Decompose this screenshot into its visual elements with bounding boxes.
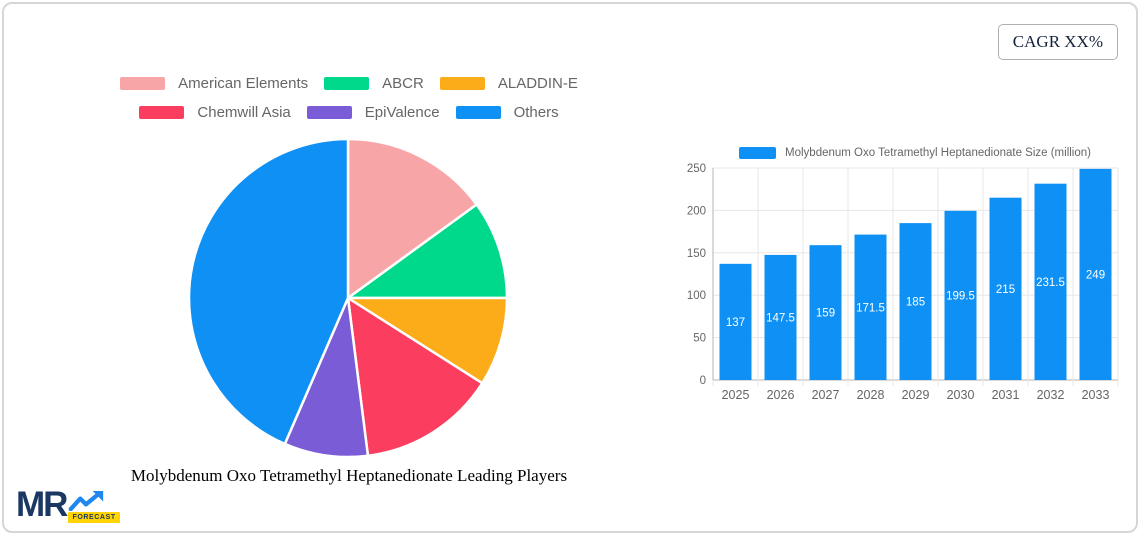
bar-value-label: 171.5	[856, 302, 885, 314]
pie-slice-chemwill-asia[interactable]	[346, 296, 484, 457]
legend-swatch	[139, 105, 185, 119]
bar-legend-label: Molybdenum Oxo Tetramethyl Heptanedionat…	[785, 147, 1091, 159]
pie-slice-epivalence[interactable]	[283, 296, 370, 459]
y-tick-label: 0	[700, 375, 706, 387]
legend-swatch	[324, 77, 370, 91]
x-tick-label: 2033	[1082, 388, 1110, 402]
legend-swatch	[120, 77, 166, 91]
bar-2028[interactable]	[854, 234, 887, 380]
logo-forecast-tag: FORECAST	[68, 512, 120, 523]
bar-value-label: 215	[996, 284, 1015, 296]
bar-value-label: 199.5	[946, 290, 975, 302]
x-tick-label: 2030	[947, 388, 975, 402]
x-tick-label: 2029	[902, 388, 930, 402]
bar-value-label: 137	[726, 317, 745, 329]
legend-swatch	[306, 105, 352, 119]
bar-2033[interactable]	[1079, 168, 1112, 380]
x-tick-label: 2027	[812, 388, 840, 402]
legend-item-american-elements[interactable]: American Elements	[120, 74, 308, 94]
y-tick-label: 150	[687, 248, 706, 260]
legend-label: ABCR	[382, 75, 424, 92]
legend-item-others[interactable]: Others	[455, 103, 559, 123]
bar-2026[interactable]	[764, 254, 797, 380]
x-tick-label: 2031	[992, 388, 1020, 402]
x-tick-label: 2032	[1037, 388, 1065, 402]
bar-2032[interactable]	[1034, 183, 1067, 380]
pie-slice-abcr[interactable]	[346, 203, 509, 300]
pie-legend-row: Chemwill Asia EpiValence Others	[88, 103, 610, 123]
pie-slice-aladdin-e[interactable]	[346, 296, 509, 385]
legend-label: EpiValence	[364, 103, 440, 121]
y-tick-label: 50	[693, 333, 706, 345]
bar-value-label: 249	[1086, 269, 1105, 281]
legend-swatch	[439, 77, 485, 91]
pie-slice-others[interactable]	[187, 137, 350, 446]
brand-logo[interactable]: MR FORECAST	[16, 485, 120, 524]
legend-item-epivalence[interactable]: EpiValence	[306, 103, 440, 123]
x-tick-label: 2025	[722, 388, 750, 402]
bar-legend-swatch	[739, 147, 777, 159]
pie-legend: American Elements ABCR ALADDIN-E Chemwill A…	[88, 74, 610, 122]
bar-2025[interactable]	[719, 263, 752, 380]
legend-label: Chemwill Asia	[197, 103, 291, 121]
y-tick-label: 100	[687, 290, 706, 302]
pie-chart[interactable]	[186, 136, 510, 460]
x-tick-label: 2028	[857, 388, 885, 402]
logo-right-block: FORECAST	[68, 491, 120, 523]
bar-2031[interactable]	[989, 197, 1022, 380]
trend-arrow-icon	[69, 491, 104, 511]
bar-legend[interactable]: Molybdenum Oxo Tetramethyl Heptanedionat…	[695, 147, 1135, 159]
bar-value-label: 159	[816, 308, 835, 320]
legend-item-chemwill-asia[interactable]: Chemwill Asia	[139, 103, 291, 123]
legend-label: ALADDIN-E	[497, 75, 578, 92]
bar-value-label: 231.5	[1036, 277, 1065, 289]
y-tick-label: 250	[687, 163, 706, 175]
pie-slice-american-elements[interactable]	[346, 137, 478, 300]
pie-chart-title: Molybdenum Oxo Tetramethyl Heptanedionat…	[130, 466, 568, 485]
cagr-badge: CAGR XX%	[997, 24, 1118, 60]
bar-2030[interactable]	[944, 210, 977, 380]
bar-value-label: 147.5	[766, 312, 795, 324]
bar-2029[interactable]	[899, 223, 932, 380]
pie-legend-row: American Elements ABCR ALADDIN-E	[88, 74, 610, 94]
legend-item-abcr[interactable]: ABCR	[324, 74, 424, 94]
bar-value-label: 185	[906, 297, 925, 309]
bar-chart[interactable]: 0 50 100 150 200 250 137 2025 147.5 2026 159 2027 17…	[680, 162, 1135, 410]
logo-text: MR	[16, 485, 68, 524]
legend-item-aladdin-e[interactable]: ALADDIN-E	[439, 74, 578, 94]
y-tick-label: 200	[687, 205, 706, 217]
legend-swatch	[455, 105, 501, 119]
x-tick-label: 2026	[767, 388, 795, 402]
legend-label: Others	[513, 103, 559, 121]
legend-label: American Elements	[178, 75, 309, 92]
bar-2027[interactable]	[809, 245, 842, 380]
